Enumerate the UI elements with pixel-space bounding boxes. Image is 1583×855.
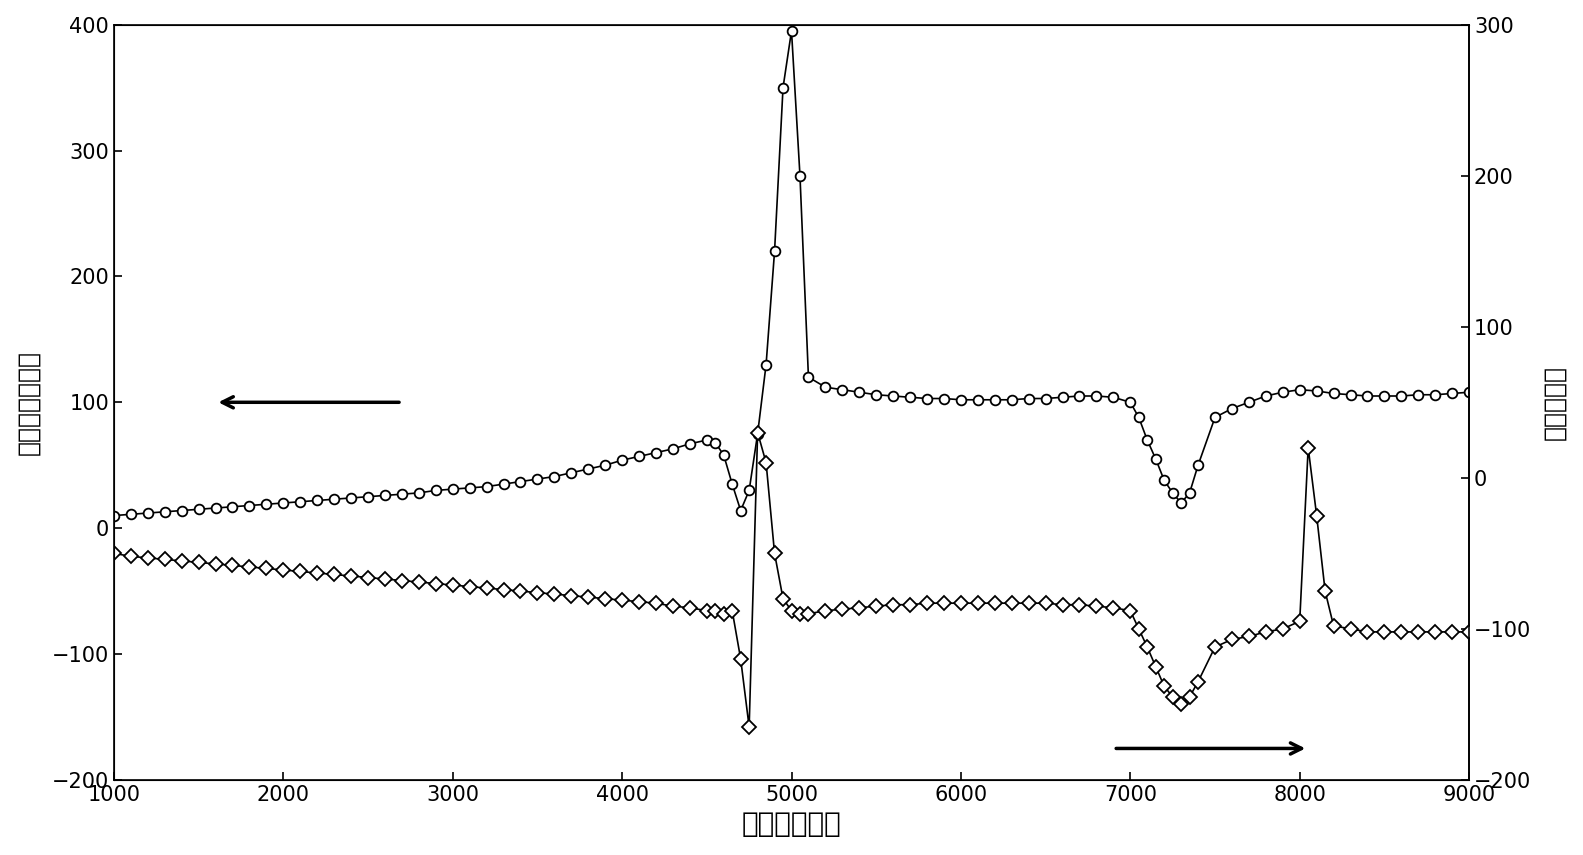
X-axis label: 频率（赫兹）: 频率（赫兹） — [741, 811, 842, 839]
Y-axis label: 相位（度）: 相位（度） — [1542, 365, 1566, 439]
Y-axis label: 振幅（皮安培）: 振幅（皮安培） — [17, 350, 41, 455]
